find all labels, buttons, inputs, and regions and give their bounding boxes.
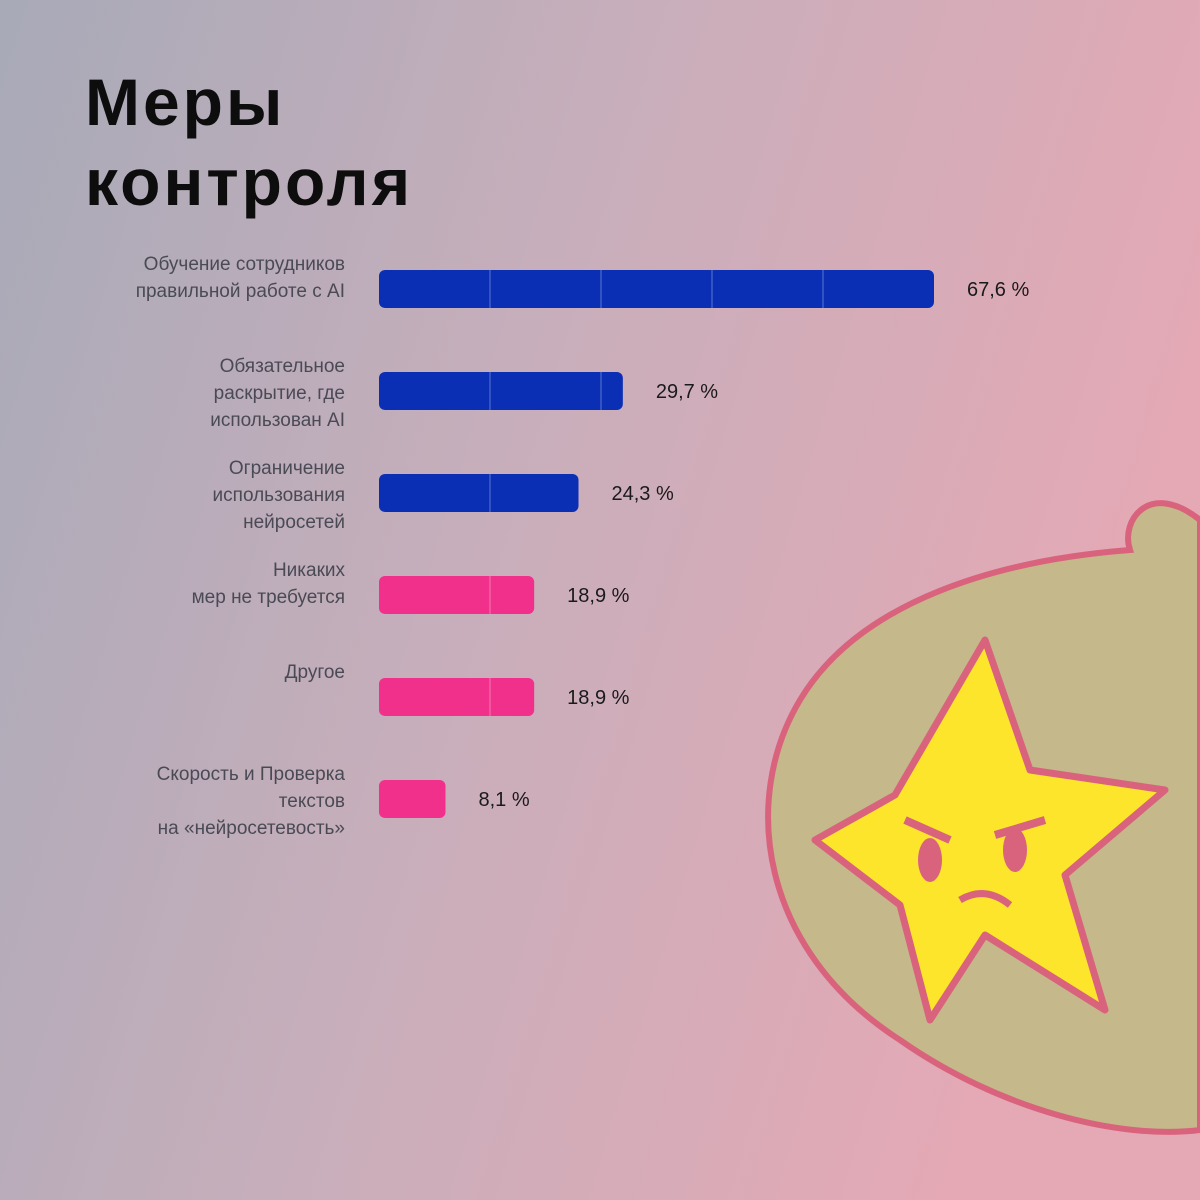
value-label: 8,1 % xyxy=(479,789,530,811)
chart-title: Меры контроля xyxy=(85,65,413,219)
category-label: Другое xyxy=(285,662,345,683)
category-label: Ограничение использования нейросетей xyxy=(213,458,345,533)
bar xyxy=(379,270,934,308)
star-illustration xyxy=(765,500,1200,1135)
bar xyxy=(379,372,623,410)
category-label: Никаких мер не требуется xyxy=(192,560,346,608)
value-label: 67,6 % xyxy=(967,279,1029,301)
category-label: Обязательное раскрытие, где использован AI xyxy=(210,356,345,431)
bar xyxy=(379,474,579,512)
value-label: 18,9 % xyxy=(567,687,629,709)
value-label: 18,9 % xyxy=(567,585,629,607)
category-label: Скорость и Проверка текстов на «нейросетев… xyxy=(157,764,346,839)
bar xyxy=(379,780,446,818)
bar xyxy=(379,576,535,614)
value-label: 24,3 % xyxy=(612,483,674,505)
value-label: 29,7 % xyxy=(656,381,718,403)
category-label: Обучение сотрудников правильной работе с … xyxy=(136,254,345,302)
bar xyxy=(379,678,535,716)
